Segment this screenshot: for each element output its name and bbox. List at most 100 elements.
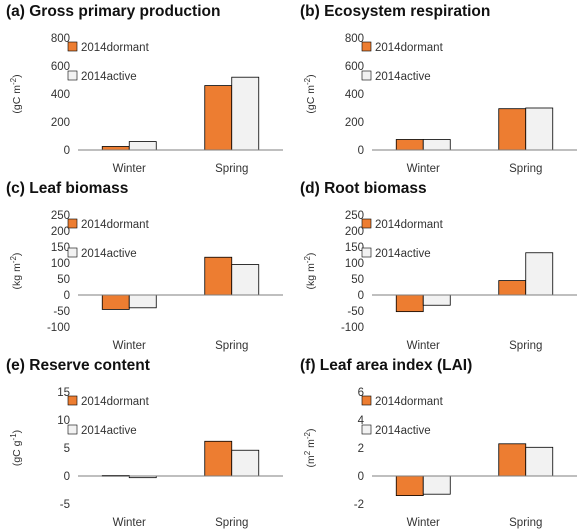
bar-winter-2014dormant bbox=[101, 146, 130, 151]
legend-label: 2014active bbox=[81, 248, 137, 260]
bar-winter-2014dormant bbox=[101, 294, 130, 310]
y-axis-label: (kg m-2) bbox=[303, 253, 317, 290]
bar-spring-2014dormant bbox=[204, 256, 233, 296]
legend-label: 2014active bbox=[375, 248, 431, 260]
legend-label: 2014dormant bbox=[81, 42, 150, 54]
bar-spring-2014active bbox=[525, 252, 554, 296]
chart-d: (d) Root biomass -100 -50 0 50 100 150 200 250 (k… bbox=[300, 180, 577, 352]
y-tick-label: 100 bbox=[51, 258, 70, 270]
y-axis-label-part: ) bbox=[11, 74, 23, 78]
legend-label: 2014dormant bbox=[81, 396, 150, 408]
y-tick-label: 4 bbox=[358, 415, 365, 427]
legend-swatch-2014dormant bbox=[67, 395, 78, 406]
y-axis-label-part: ) bbox=[305, 74, 317, 78]
y-tick-label: 200 bbox=[345, 117, 364, 129]
chart-c: (c) Leaf biomass -100 -50 0 50 100 150 200 250 (k… bbox=[6, 180, 283, 352]
panel-b: (b) Ecosystem respiration 0 200 400 600 800 (g… bbox=[294, 0, 587, 177]
y-tick-label: 150 bbox=[51, 242, 70, 254]
legend-label: 2014dormant bbox=[375, 219, 444, 231]
bar-spring-2014dormant bbox=[204, 85, 233, 151]
chart-title: (a) Gross primary production bbox=[6, 3, 220, 20]
chart-title: (f) Leaf area index (LAI) bbox=[300, 357, 472, 374]
x-category-label: Winter bbox=[113, 517, 146, 529]
y-tick-label: 2 bbox=[358, 443, 364, 455]
bar-spring-2014active bbox=[525, 446, 554, 477]
y-tick-label: 600 bbox=[345, 61, 364, 73]
y-tick-label: 5 bbox=[64, 443, 70, 455]
y-axis-label-part: ) bbox=[305, 429, 317, 433]
panel-a: (a) Gross primary production 0 200 400 600 80… bbox=[0, 0, 293, 177]
legend-swatch-2014dormant bbox=[361, 218, 372, 229]
y-tick-label: 200 bbox=[51, 226, 70, 238]
panel-d: (d) Root biomass -100 -50 0 50 100 150 200 250 (k… bbox=[294, 177, 587, 354]
chart-title: (b) Ecosystem respiration bbox=[300, 3, 490, 20]
y-axis-label-part: -2 bbox=[9, 256, 18, 264]
x-category-label: Winter bbox=[407, 340, 440, 352]
bar-spring-2014active bbox=[525, 107, 554, 151]
legend-swatch-2014dormant bbox=[67, 218, 78, 229]
chart-b: (b) Ecosystem respiration 0 200 400 600 800 (g… bbox=[300, 3, 577, 175]
bar-spring-2014active bbox=[231, 76, 260, 151]
y-axis-label-part: ) bbox=[305, 253, 317, 257]
x-category-label: Winter bbox=[113, 163, 146, 175]
y-tick-label: 150 bbox=[345, 242, 364, 254]
bar-winter-2014dormant bbox=[395, 294, 424, 313]
y-axis-label-part: ) bbox=[11, 253, 23, 257]
y-tick-label: 400 bbox=[345, 89, 364, 101]
panel-f: (f) Leaf area index (LAI) -2 0 2 4 6 (m2 m-2) W… bbox=[294, 354, 587, 531]
y-tick-label: -100 bbox=[47, 322, 70, 334]
legend-label: 2014active bbox=[375, 71, 431, 83]
y-axis-label-part: (gC m bbox=[11, 85, 23, 114]
y-tick-label: 600 bbox=[51, 61, 70, 73]
y-tick-label: 6 bbox=[358, 387, 364, 399]
legend-label: 2014dormant bbox=[375, 42, 444, 54]
y-tick-label: -2 bbox=[354, 499, 364, 511]
y-axis-label-part: ) bbox=[11, 430, 23, 434]
legend-label: 2014active bbox=[81, 425, 137, 437]
legend-swatch-2014active bbox=[67, 70, 78, 81]
bar-winter-2014dormant bbox=[395, 475, 424, 497]
y-tick-label: 250 bbox=[345, 210, 364, 222]
legend-label: 2014active bbox=[375, 425, 431, 437]
y-axis-label: (gC m-2) bbox=[9, 74, 23, 113]
y-axis-label-part: (m bbox=[305, 455, 317, 467]
y-axis-label: (gC g-1) bbox=[9, 430, 23, 466]
y-tick-label: 0 bbox=[64, 290, 70, 302]
legend-swatch-2014active bbox=[361, 70, 372, 81]
y-axis-label-part: (gC m bbox=[305, 85, 317, 114]
bar-winter-2014active bbox=[422, 475, 451, 495]
y-tick-label: -50 bbox=[53, 306, 70, 318]
legend-label: 2014dormant bbox=[375, 396, 444, 408]
chart-title: (c) Leaf biomass bbox=[6, 180, 128, 197]
y-tick-label: -50 bbox=[347, 306, 364, 318]
bar-spring-2014dormant bbox=[498, 108, 527, 151]
x-category-label: Spring bbox=[215, 517, 248, 529]
y-tick-label: 0 bbox=[358, 145, 364, 157]
chart-title: (e) Reserve content bbox=[6, 357, 150, 374]
bar-spring-2014active bbox=[231, 449, 260, 477]
bar-spring-2014dormant bbox=[204, 440, 233, 477]
y-tick-label: 50 bbox=[351, 274, 364, 286]
y-axis-label-part: m bbox=[305, 439, 317, 451]
bar-spring-2014dormant bbox=[498, 280, 527, 296]
legend-swatch-2014active bbox=[361, 424, 372, 435]
y-tick-label: 10 bbox=[57, 415, 70, 427]
y-tick-label: 100 bbox=[345, 258, 364, 270]
bar-winter-2014active bbox=[422, 139, 451, 151]
chart-e: (e) Reserve content -5 0 5 10 15 (gC g-1) Winte… bbox=[6, 357, 283, 529]
bar-winter-2014active bbox=[128, 141, 157, 151]
legend-swatch-2014dormant bbox=[67, 41, 78, 52]
y-tick-label: 800 bbox=[51, 33, 70, 45]
bar-spring-2014active bbox=[231, 264, 260, 296]
legend-swatch-2014active bbox=[67, 424, 78, 435]
legend-label: 2014active bbox=[81, 71, 137, 83]
y-tick-label: 200 bbox=[51, 117, 70, 129]
legend-swatch-2014active bbox=[67, 247, 78, 258]
y-tick-label: 250 bbox=[51, 210, 70, 222]
x-category-label: Winter bbox=[407, 517, 440, 529]
y-axis-label: (m2 m-2) bbox=[303, 429, 317, 468]
bar-winter-2014active bbox=[422, 294, 451, 306]
y-tick-label: 200 bbox=[345, 226, 364, 238]
y-axis-label-part: -2 bbox=[303, 256, 312, 264]
y-axis-label: (kg m-2) bbox=[9, 253, 23, 290]
